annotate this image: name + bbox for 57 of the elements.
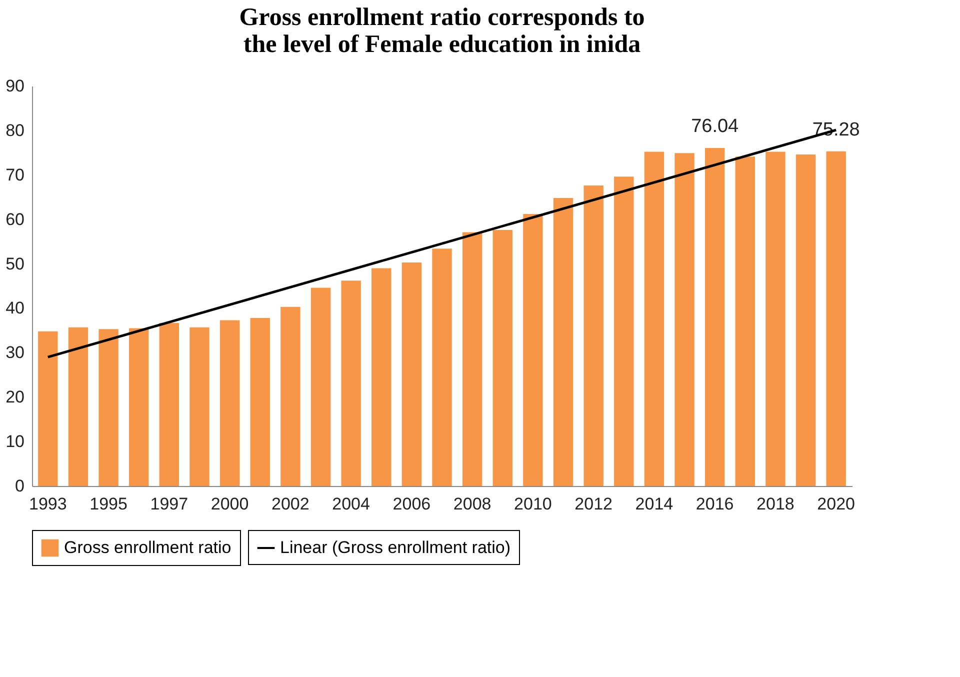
bar [220,320,240,486]
x-tick-label: 2000 [210,494,249,514]
bar [826,151,846,486]
bar [341,280,361,486]
bar [796,154,816,486]
bar [553,198,574,486]
bar [523,214,543,486]
text: the level of Female education in inida [243,31,641,58]
bar [402,262,422,486]
x-tick-label: 2020 [817,494,855,514]
bar [674,153,694,486]
x-tick-label: 2004 [332,494,370,514]
legend-label: Linear (Gross enrollment ratio) [280,538,511,557]
y-tick-label: 80 [6,120,24,140]
bar [159,322,180,486]
x-tick-label: 2008 [453,494,492,514]
y-tick-label: 20 [6,388,24,407]
bar [98,329,118,486]
bar [129,328,149,486]
bar [704,148,725,486]
x-tick-label: 2002 [272,494,310,514]
bar [644,152,664,486]
bar [38,331,58,486]
bar [462,232,482,486]
x-tick-label: 2012 [574,494,612,514]
x-tick-label: 2010 [514,494,552,514]
bar [68,327,88,486]
bar [432,248,452,486]
data-label: 75.28 [812,119,860,140]
x-tick-label: 1993 [29,494,67,514]
y-tick-label: 30 [6,343,24,362]
bar [250,318,270,486]
y-tick-label: 70 [6,165,24,184]
bar [372,268,392,486]
x-tick-label: 2016 [696,494,734,514]
y-tick-label: 10 [6,432,24,452]
x-tick-label: 1995 [90,494,128,514]
x-tick-label: 1997 [150,494,188,514]
x-tick-label: 2006 [392,494,431,514]
bar [614,176,634,486]
x-tick-label: 2014 [635,494,674,514]
x-tick-label: 2018 [756,494,794,514]
bar [735,156,755,486]
bar [280,306,300,486]
y-tick-label: 50 [6,254,24,274]
y-tick-label: 40 [6,298,24,318]
data-label: 76.04 [691,116,740,138]
bar [584,186,604,486]
bar [492,230,512,486]
text: Gross enrollment ratio corresponds to [239,4,645,31]
legend-label: Gross enrollment ratio [64,538,232,557]
bar [190,327,210,486]
y-tick-label: 90 [6,76,24,96]
bar [766,152,786,486]
y-tick-label: 60 [6,210,24,229]
bar [310,288,331,486]
y-tick-label: 0 [15,476,24,496]
